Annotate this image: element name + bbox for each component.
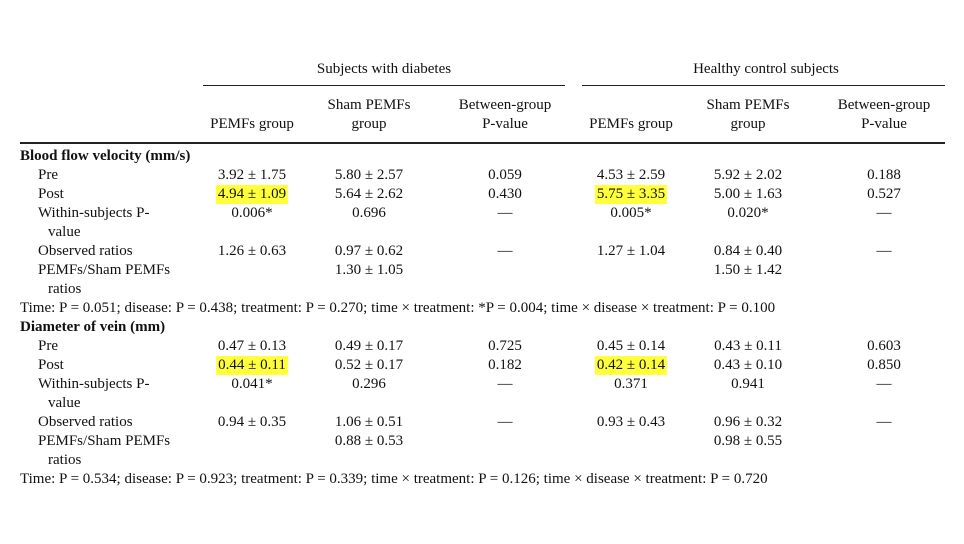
table-cell: 0.725 <box>488 338 522 354</box>
table-cell: 1.50 ± 1.42 <box>713 262 783 278</box>
table-cell: 0.43 ± 0.11 <box>714 338 782 354</box>
column-header: Between-group <box>458 97 552 113</box>
row-label: Pre <box>38 338 58 354</box>
table-cell: 0.44 ± 0.11 <box>216 356 288 375</box>
table-cell: — <box>876 376 892 392</box>
group-header: Healthy control subjects <box>693 61 839 77</box>
table-cell: 5.92 ± 2.02 <box>713 167 783 183</box>
table-cell: 0.97 ± 0.62 <box>334 243 404 259</box>
row-label: Post <box>38 186 64 202</box>
table-cell: 0.84 ± 0.40 <box>713 243 783 259</box>
table-cell: — <box>497 243 513 259</box>
column-header: P-value <box>482 116 528 132</box>
table-cell: 0.850 <box>867 357 901 373</box>
table-cell: 4.53 ± 2.59 <box>596 167 666 183</box>
column-header: P-value <box>861 116 907 132</box>
column-header: PEMFs group <box>210 116 294 132</box>
table-cell: 3.92 ± 1.75 <box>217 167 287 183</box>
table-cell: 1.26 ± 0.63 <box>217 243 287 259</box>
table-cell: — <box>497 376 513 392</box>
group-rule <box>203 85 565 86</box>
table-cell: 5.00 ± 1.63 <box>713 186 783 202</box>
table-cell: — <box>497 414 513 430</box>
group-header: Subjects with diabetes <box>316 61 452 77</box>
table-cell: 0.182 <box>488 357 522 373</box>
stats-footnote: Time: P = 0.051; disease: P = 0.438; tre… <box>20 300 776 316</box>
table-cell: 4.94 ± 1.09 <box>215 185 289 204</box>
column-header: Between-group <box>837 97 931 113</box>
row-label: Observed ratios <box>38 243 133 259</box>
table-cell: 0.296 <box>352 376 386 392</box>
row-label: Observed ratios <box>38 414 133 430</box>
table-cell: 0.059 <box>488 167 522 183</box>
table-cell: 1.06 ± 0.51 <box>334 414 404 430</box>
table-cell: 0.188 <box>867 167 901 183</box>
column-header: PEMFs group <box>589 116 673 132</box>
row-label: value <box>48 224 81 240</box>
table-cell: 0.52 ± 0.17 <box>334 357 404 373</box>
header-rule <box>20 142 945 144</box>
table-cell: 0.47 ± 0.13 <box>217 338 287 354</box>
table-cell: — <box>876 243 892 259</box>
table-cell: 0.020* <box>727 205 769 221</box>
row-label: Post <box>38 357 64 373</box>
table-cell: — <box>876 414 892 430</box>
table-cell: 0.430 <box>488 186 522 202</box>
stats-footnote: Time: P = 0.534; disease: P = 0.923; tre… <box>20 471 768 487</box>
table-cell: 0.527 <box>867 186 901 202</box>
row-label: Within-subjects P- <box>38 376 150 392</box>
row-label: value <box>48 395 81 411</box>
column-header: group <box>351 116 387 132</box>
table-cell: 5.75 ± 3.35 <box>594 185 668 204</box>
column-header: group <box>730 116 766 132</box>
group-rule <box>582 85 945 86</box>
table-cell: — <box>497 205 513 221</box>
table-cell: 0.93 ± 0.43 <box>596 414 666 430</box>
table-cell: 1.30 ± 1.05 <box>334 262 404 278</box>
table-cell: 0.005* <box>610 205 652 221</box>
row-label: PEMFs/Sham PEMFs <box>38 262 171 278</box>
section-title: Diameter of vein (mm) <box>20 319 166 335</box>
row-label: PEMFs/Sham PEMFs <box>38 433 171 449</box>
row-label: ratios <box>48 281 82 297</box>
column-header: Sham PEMFs <box>327 97 411 113</box>
table-cell: 0.43 ± 0.10 <box>713 357 783 373</box>
table-cell: 0.041* <box>231 376 273 392</box>
table-cell: 0.96 ± 0.32 <box>713 414 783 430</box>
table-cell: 0.42 ± 0.14 <box>594 356 668 375</box>
row-label: ratios <box>48 452 82 468</box>
row-label: Pre <box>38 167 58 183</box>
table-cell: 0.94 ± 0.35 <box>217 414 287 430</box>
table-cell: 0.88 ± 0.53 <box>334 433 404 449</box>
table-cell: 0.696 <box>352 205 386 221</box>
table-cell: 0.49 ± 0.17 <box>334 338 404 354</box>
column-header: Sham PEMFs <box>706 97 790 113</box>
table-cell: — <box>876 205 892 221</box>
row-label: Within-subjects P- <box>38 205 150 221</box>
table-cell: 1.27 ± 1.04 <box>596 243 666 259</box>
table-cell: 0.006* <box>231 205 273 221</box>
table-cell: 0.371 <box>614 376 648 392</box>
table-cell: 0.45 ± 0.14 <box>596 338 666 354</box>
table-cell: 5.64 ± 2.62 <box>334 186 404 202</box>
table-cell: 0.941 <box>731 376 765 392</box>
table-cell: 5.80 ± 2.57 <box>334 167 404 183</box>
table-cell: 0.603 <box>867 338 901 354</box>
section-title: Blood flow velocity (mm/s) <box>20 148 191 164</box>
table-cell: 0.98 ± 0.55 <box>713 433 783 449</box>
